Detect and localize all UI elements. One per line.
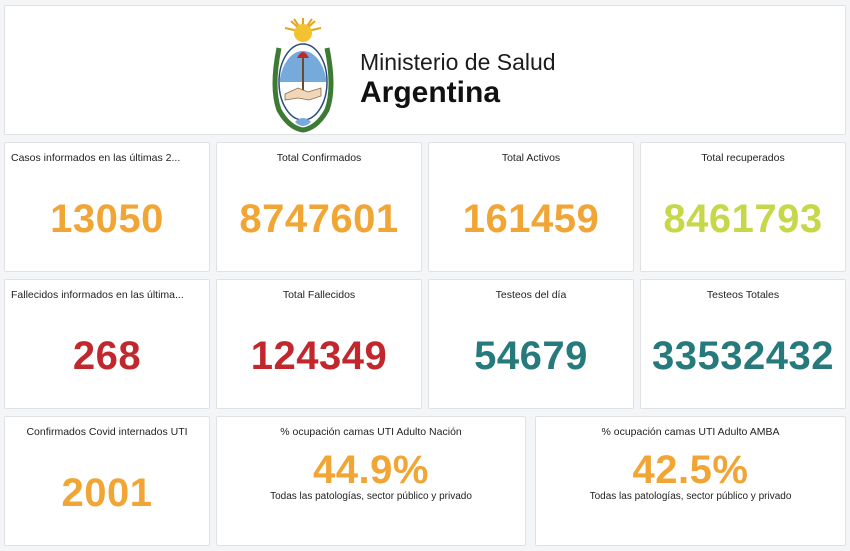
kpi-value: 2001	[61, 471, 153, 515]
kpi-ocupacion-uti-nacion: % ocupación camas UTI Adulto Nación 44.9…	[216, 416, 526, 546]
kpi-value: 8461793	[663, 197, 823, 241]
kpi-title: % ocupación camas UTI Adulto Nación	[280, 426, 462, 438]
kpi-title: Testeos Totales	[706, 289, 780, 301]
kpi-value: 8747601	[239, 197, 399, 241]
argentina-coat-of-arms-icon	[272, 18, 334, 133]
kpi-total-confirmados: Total Confirmados 8747601	[216, 142, 422, 272]
kpi-value: 54679	[474, 334, 588, 378]
kpi-title: Total Activos	[501, 152, 561, 164]
header-panel: Ministerio de Salud Argentina	[4, 5, 846, 135]
brand-text: Ministerio de Salud Argentina	[360, 48, 556, 110]
kpi-total-recuperados: Total recuperados 8461793	[640, 142, 846, 272]
kpi-value: 13050	[50, 197, 164, 241]
kpi-title: Casos informados en las últimas 2...	[11, 152, 181, 164]
kpi-title: % ocupación camas UTI Adulto AMBA	[601, 426, 780, 438]
kpi-fallecidos-ultimas-24h: Fallecidos informados en las última... 2…	[4, 279, 210, 409]
kpi-total-activos: Total Activos 161459	[428, 142, 634, 272]
kpi-testeos-del-dia: Testeos del día 54679	[428, 279, 634, 409]
kpi-title: Total Confirmados	[276, 152, 362, 164]
kpi-title: Testeos del día	[495, 289, 567, 301]
kpi-testeos-totales: Testeos Totales 33532432	[640, 279, 846, 409]
kpi-value: 33532432	[652, 334, 834, 378]
kpi-subtitle: Todas las patologías, sector público y p…	[270, 491, 472, 502]
kpi-subtitle: Todas las patologías, sector público y p…	[589, 491, 792, 502]
kpi-ocupacion-uti-amba: % ocupación camas UTI Adulto AMBA 42.5% …	[535, 416, 846, 546]
kpi-internados-uti: Confirmados Covid internados UTI 2001	[4, 416, 210, 546]
kpi-value: 268	[72, 334, 142, 378]
kpi-title: Total recuperados	[701, 152, 785, 164]
kpi-title: Total Fallecidos	[282, 289, 356, 301]
kpi-value: 161459	[462, 197, 600, 241]
kpi-casos-ultimas-24h: Casos informados en las últimas 2... 130…	[4, 142, 210, 272]
kpi-title: Fallecidos informados en las última...	[11, 289, 184, 301]
ministry-name: Ministerio de Salud	[360, 49, 556, 75]
kpi-value: 124349	[250, 334, 388, 378]
kpi-value: 42.5%	[632, 448, 749, 492]
kpi-total-fallecidos: Total Fallecidos 124349	[216, 279, 422, 409]
kpi-title: Confirmados Covid internados UTI	[26, 426, 188, 438]
country-name: Argentina	[360, 76, 501, 109]
kpi-value: 44.9%	[313, 448, 429, 492]
